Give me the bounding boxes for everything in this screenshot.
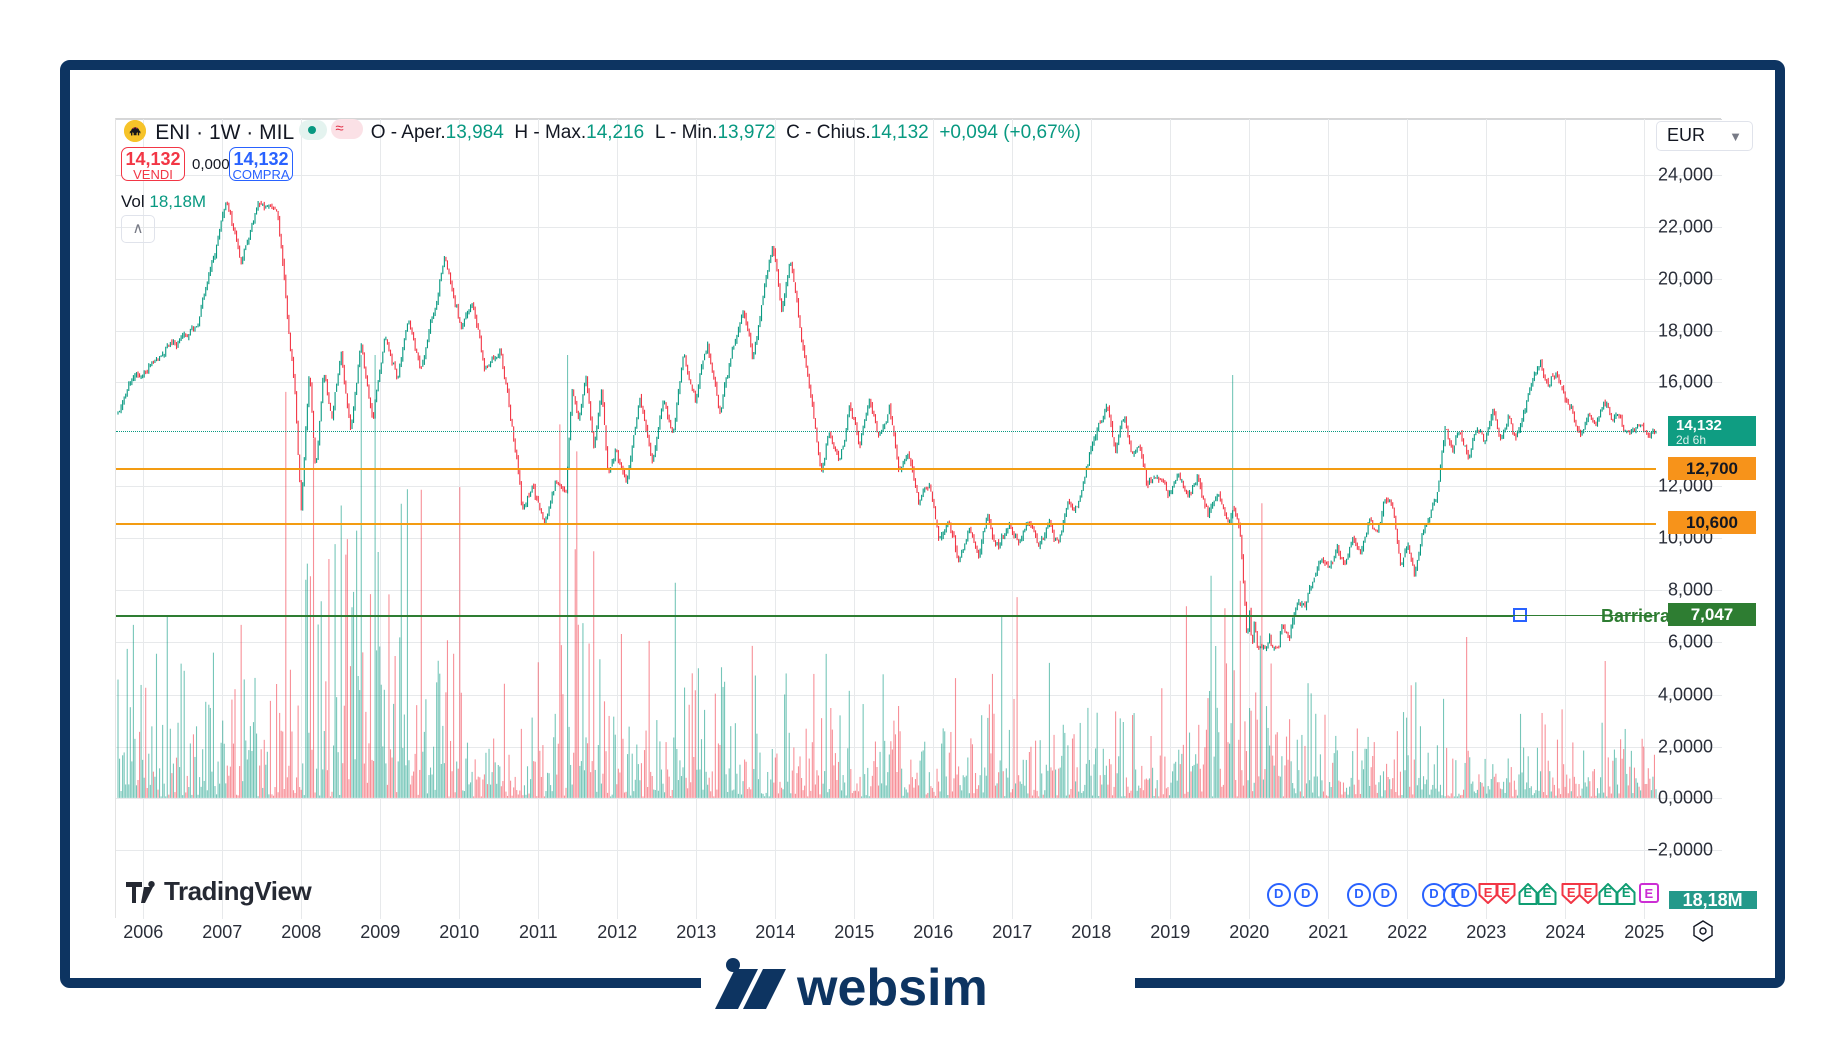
svg-text:websim: websim	[796, 959, 988, 1013]
